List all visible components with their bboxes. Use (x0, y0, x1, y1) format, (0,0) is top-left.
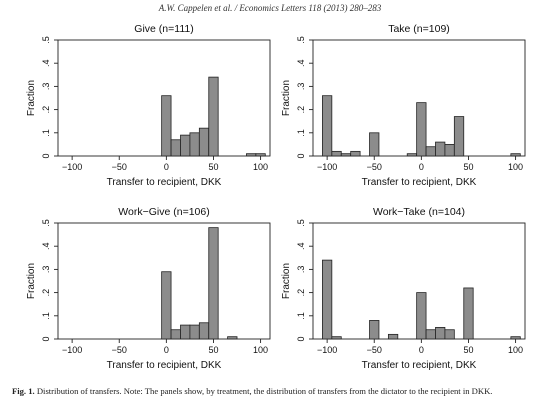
panel-4-y-axis-label: Fraction (281, 263, 292, 299)
panel-1-y-tick-label-3: .2 (41, 106, 51, 114)
panel-3-y-tick-label-5: .4 (41, 242, 51, 250)
panel-2-bar-11 (453, 116, 465, 157)
panel-2-bar-2 (331, 150, 342, 157)
panel-2-bar-5 (369, 132, 380, 157)
panel-2-bar-9 (435, 141, 446, 157)
panel-3-title: Work−Give (n=106) (118, 206, 209, 218)
panel-1-bar-8 (255, 153, 266, 157)
panel-3-x-tick-label-1: −100 (62, 345, 82, 355)
panel-4-y-tick-label-2: .1 (296, 312, 306, 320)
panel-2-y-tick-label-4: .3 (296, 83, 306, 91)
panel-4-bar-1 (322, 259, 333, 340)
panel-4-x-tick-label-5: 100 (508, 345, 523, 355)
panel-3-bar-1 (161, 271, 172, 340)
panel-2-bar-10 (444, 143, 455, 157)
panel-2-y-tick-label-6: .5 (296, 36, 306, 44)
panel-2-x-tick-label-3: 0 (419, 162, 424, 172)
panel-4-bar-10 (510, 336, 521, 340)
panel-2-y-tick-label-2: .1 (296, 129, 306, 137)
panel-2-x-tick-label-2: −50 (367, 162, 382, 172)
panel-4-x-axis-label: Transfer to recipient, DKK (362, 360, 477, 371)
panel-1-bar-3 (180, 134, 191, 157)
panel-1-y-tick-label-6: .5 (41, 36, 51, 44)
panel-1-y-tick-label-4: .3 (41, 83, 51, 91)
panel-2-bar-8 (425, 146, 436, 157)
panel-2-y-tick-label-1: 0 (296, 153, 306, 158)
panel-1-x-tick-label-1: −100 (62, 162, 82, 172)
panel-3-x-tick-label-3: 0 (164, 345, 169, 355)
panel-4-y-tick-label-6: .5 (296, 219, 306, 227)
panel-1-y-tick-label-1: 0 (41, 153, 51, 158)
panel-4-bar-6 (425, 329, 436, 340)
panel-3-y-tick-label-4: .3 (41, 266, 51, 274)
figure-caption-label: Fig. 1. (12, 386, 35, 396)
panel-2-y-tick-label-3: .2 (296, 106, 306, 114)
panel-3-x-axis-label: Transfer to recipient, DKK (107, 360, 222, 371)
panel-4-bar-7 (435, 326, 446, 340)
panel-3-bar-3 (180, 324, 191, 340)
panel-3-bar-7 (227, 336, 238, 340)
panel-2-y-axis-label: Fraction (281, 80, 292, 116)
panel-4-bar-3 (369, 320, 380, 340)
panel-4-y-tick-label-4: .3 (296, 266, 306, 274)
panel-1-title: Give (n=111) (134, 23, 193, 35)
panel-4-bar-8 (444, 329, 455, 340)
panel-2-bar-6 (406, 153, 418, 157)
panel-1-y-tick-label-5: .4 (41, 59, 51, 67)
panel-1-bar-6 (208, 76, 219, 157)
panel-4-x-tick-label-1: −100 (317, 345, 337, 355)
panel-1-bar-4 (189, 132, 200, 157)
panel-2-bar-1 (322, 95, 333, 157)
panel-2-x-tick-label-4: 50 (463, 162, 473, 172)
panel-1-x-tick-label-5: 100 (253, 162, 268, 172)
panel-3-y-tick-label-2: .1 (41, 312, 51, 320)
panel-4-title: Work−Take (n=104) (373, 206, 465, 218)
panel-2-x-tick-label-1: −100 (317, 162, 337, 172)
panel-3-bar-4 (189, 324, 200, 340)
histogram-figure: Give (n=111) −100 −50 0 50 100 0 .1 .2 .3 .4 .5 Tran… (26, 23, 526, 371)
panel-1-bar-2 (170, 139, 181, 157)
panel-2-bar-3 (340, 153, 352, 157)
panel-2-title: Take (n=109) (388, 23, 450, 35)
panel-2-bar-7 (416, 102, 427, 157)
panel-4-y-tick-label-5: .4 (296, 242, 306, 250)
panel-2-x-axis-label: Transfer to recipient, DKK (362, 177, 477, 188)
panel-2-y-tick-label-5: .4 (296, 59, 306, 67)
panel-3-y-tick-label-6: .5 (41, 219, 51, 227)
figure-caption: Fig. 1. Distribution of transfers. Note:… (12, 386, 540, 396)
panel-3-y-tick-label-1: 0 (41, 336, 51, 341)
panel-4-bar-2 (331, 336, 342, 340)
panel-3-x-tick-label-4: 50 (208, 345, 218, 355)
panel-3-bar-2 (170, 329, 181, 340)
panel-2-bar-4 (350, 150, 361, 157)
panel-4-y-tick-label-3: .2 (296, 289, 306, 297)
panel-3-bar-6 (208, 227, 219, 340)
panel-1-bar-5 (198, 127, 210, 157)
panel-4-bar-9 (463, 287, 474, 340)
panel-2-x-tick-label-5: 100 (508, 162, 523, 172)
panel-1-bar-1 (161, 95, 172, 157)
panel-4-y-tick-label-1: 0 (296, 336, 306, 341)
panel-1-x-tick-label-3: 0 (164, 162, 169, 172)
panel-3-x-tick-label-5: 100 (253, 345, 268, 355)
panel-3-y-axis-label: Fraction (26, 263, 37, 299)
panel-4-bar-4 (387, 333, 399, 340)
panel-1-y-axis-label: Fraction (26, 80, 37, 116)
figure-caption-text: Distribution of transfers. Note: The pan… (36, 386, 493, 396)
panel-1-bar-7 (246, 153, 257, 157)
panel-1-x-tick-label-2: −50 (112, 162, 127, 172)
panel-4-x-tick-label-3: 0 (419, 345, 424, 355)
panel-1-y-tick-label-2: .1 (41, 129, 51, 137)
panel-3-y-tick-label-3: .2 (41, 289, 51, 297)
panel-4-bar-5 (416, 292, 427, 340)
journal-header: A.W. Cappelen et al. / Economics Letters… (158, 3, 382, 13)
panel-3-x-tick-label-2: −50 (112, 345, 127, 355)
panel-1-x-axis-label: Transfer to recipient, DKK (107, 177, 222, 188)
panel-4-x-tick-label-4: 50 (463, 345, 473, 355)
panel-1-x-tick-label-4: 50 (208, 162, 218, 172)
panel-2-bar-12 (510, 153, 521, 157)
panel-4-x-tick-label-2: −50 (367, 345, 382, 355)
panel-3-bar-5 (198, 322, 210, 340)
